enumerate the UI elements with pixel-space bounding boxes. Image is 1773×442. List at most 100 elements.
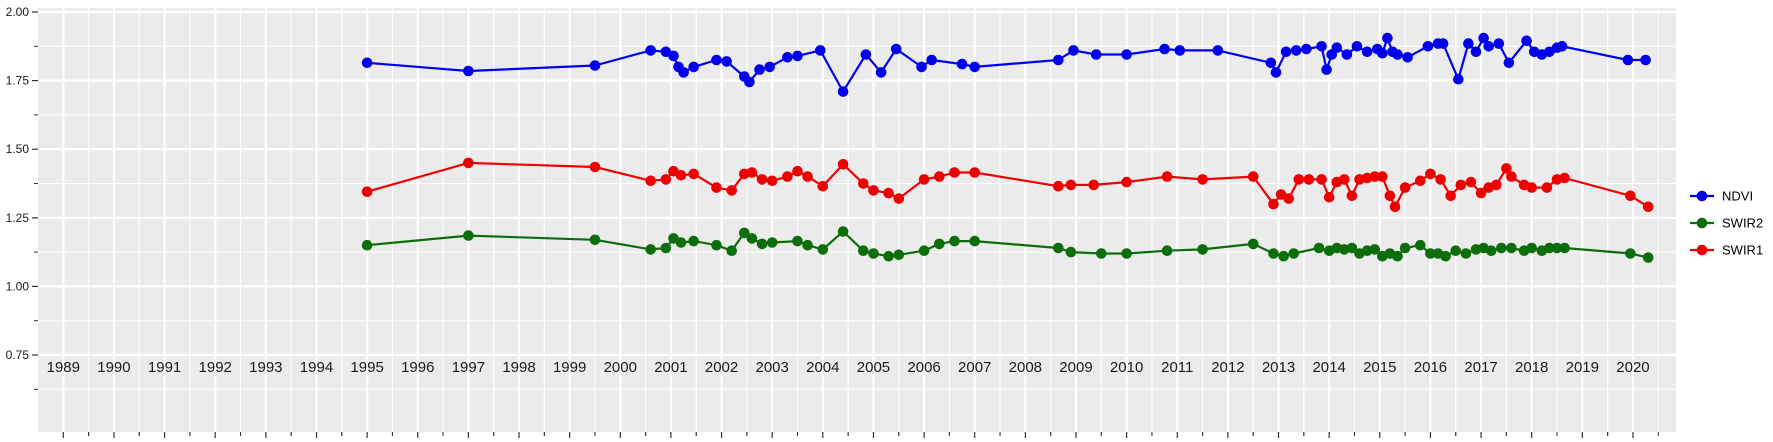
data-point-SWIR2	[1440, 250, 1451, 262]
data-point-SWIR2	[1121, 248, 1132, 259]
data-point-SWIR1	[1323, 191, 1335, 203]
legend-label-NDVI: NDVI	[1722, 189, 1753, 204]
data-point-NDVI	[678, 67, 689, 78]
data-point-NDVI	[1556, 41, 1568, 52]
data-point-NDVI	[1321, 64, 1332, 75]
data-point-SWIR1	[868, 185, 879, 196]
data-point-SWIR1	[1293, 174, 1305, 185]
x-tick-label: 2013	[1262, 359, 1295, 376]
data-point-NDVI	[837, 86, 849, 97]
gridlines	[38, 8, 1676, 432]
x-tick-label: 2017	[1464, 359, 1497, 376]
data-point-NDVI	[1453, 73, 1464, 85]
data-point-SWIR1	[1455, 179, 1467, 191]
data-point-SWIR2	[1288, 248, 1299, 259]
data-point-SWIR1	[660, 174, 672, 185]
data-point-SWIR1	[837, 159, 849, 170]
data-point-NDVI	[1493, 38, 1505, 49]
data-point-SWIR2	[934, 238, 945, 250]
data-point-NDVI	[1361, 46, 1373, 58]
data-point-NDVI	[815, 45, 826, 56]
data-point-NDVI	[926, 54, 937, 66]
legend: NDVI SWIR2 SWIR1	[1690, 189, 1763, 258]
data-point-SWIR2	[688, 235, 699, 247]
data-point-NDVI	[782, 52, 793, 63]
x-tick-label: 2006	[907, 359, 940, 376]
x-tick-label: 2001	[654, 359, 687, 376]
data-point-NDVI	[1382, 32, 1393, 44]
data-point-SWIR1	[1541, 182, 1553, 193]
y-tick-label: 1.50	[6, 142, 30, 156]
data-point-SWIR1	[1316, 174, 1327, 185]
data-point-NDVI	[1270, 67, 1282, 78]
data-point-SWIR1	[1465, 176, 1477, 188]
x-tick-label: 1999	[553, 359, 586, 376]
data-point-SWIR2	[792, 235, 803, 247]
data-point-NDVI	[688, 61, 699, 73]
data-point-NDVI	[1437, 38, 1449, 49]
data-point-SWIR2	[660, 242, 672, 254]
data-point-NDVI	[754, 64, 765, 75]
data-point-SWIR1	[1389, 201, 1401, 213]
x-tick-label: 1990	[97, 359, 130, 376]
x-tick-label: 2015	[1363, 359, 1396, 376]
y-tick-label: 1.00	[6, 279, 30, 293]
y-tick-label: 2.00	[6, 5, 30, 19]
data-point-NDVI	[1402, 52, 1413, 63]
data-point-SWIR1	[1065, 179, 1077, 191]
x-tick-label: 2009	[1059, 359, 1092, 376]
x-tick-label: 2019	[1566, 359, 1599, 376]
data-point-NDVI	[1422, 41, 1434, 52]
data-point-NDVI	[1159, 43, 1170, 55]
data-point-NDVI	[668, 50, 679, 62]
data-point-SWIR2	[746, 233, 758, 244]
data-point-SWIR1	[1053, 180, 1064, 192]
data-point-SWIR2	[1496, 242, 1507, 254]
data-point-SWIR1	[1625, 190, 1636, 202]
data-point-SWIR1	[1268, 198, 1279, 210]
data-point-SWIR2	[1625, 248, 1636, 259]
x-axis-labels: 1989 1990 1991 1992 1993 1994 1995 1996 1997 1998…	[47, 359, 1650, 376]
data-point-NDVI	[1265, 57, 1277, 69]
data-point-SWIR2	[1392, 250, 1403, 262]
data-point-NDVI	[1483, 41, 1494, 52]
data-point-SWIR2	[949, 235, 960, 247]
data-point-SWIR2	[837, 226, 849, 237]
data-point-SWIR1	[1197, 174, 1208, 185]
data-point-SWIR1	[1121, 176, 1132, 188]
data-point-SWIR2	[756, 238, 768, 250]
data-point-NDVI	[792, 50, 803, 62]
data-point-SWIR1	[675, 170, 687, 181]
data-point-SWIR1	[1475, 187, 1487, 199]
data-point-SWIR1	[949, 167, 960, 178]
data-point-NDVI	[1521, 35, 1532, 47]
data-point-SWIR1	[782, 171, 793, 182]
x-tick-label: 2012	[1211, 359, 1244, 376]
x-tick-label: 2010	[1110, 359, 1143, 376]
data-point-SWIR2	[766, 237, 778, 248]
x-tick-label: 1998	[502, 359, 535, 376]
data-point-SWIR1	[766, 175, 778, 187]
data-point-SWIR2	[802, 239, 813, 251]
x-tick-label: 2016	[1414, 359, 1447, 376]
data-point-NDVI	[1174, 45, 1186, 56]
data-point-SWIR1	[934, 171, 945, 182]
data-point-NDVI	[1392, 49, 1403, 60]
y-tick-label: 0.75	[6, 348, 30, 362]
data-point-SWIR2	[645, 244, 656, 255]
data-point-NDVI	[1470, 46, 1482, 58]
data-point-SWIR2	[883, 250, 894, 262]
data-point-SWIR1	[645, 175, 656, 187]
data-point-SWIR2	[675, 237, 687, 248]
data-point-SWIR2	[1268, 248, 1279, 259]
y-tick-label: 1.75	[6, 74, 30, 88]
data-point-NDVI	[969, 61, 980, 73]
data-point-SWIR2	[1053, 242, 1064, 254]
data-point-SWIR1	[361, 186, 373, 197]
y-axis-labels: 0.75 1.00 1.25 1.50 1.75 2.00	[6, 5, 30, 362]
data-point-NDVI	[875, 67, 887, 78]
data-point-SWIR1	[1088, 179, 1099, 191]
data-point-NDVI	[1212, 45, 1224, 56]
data-point-NDVI	[1316, 41, 1327, 52]
